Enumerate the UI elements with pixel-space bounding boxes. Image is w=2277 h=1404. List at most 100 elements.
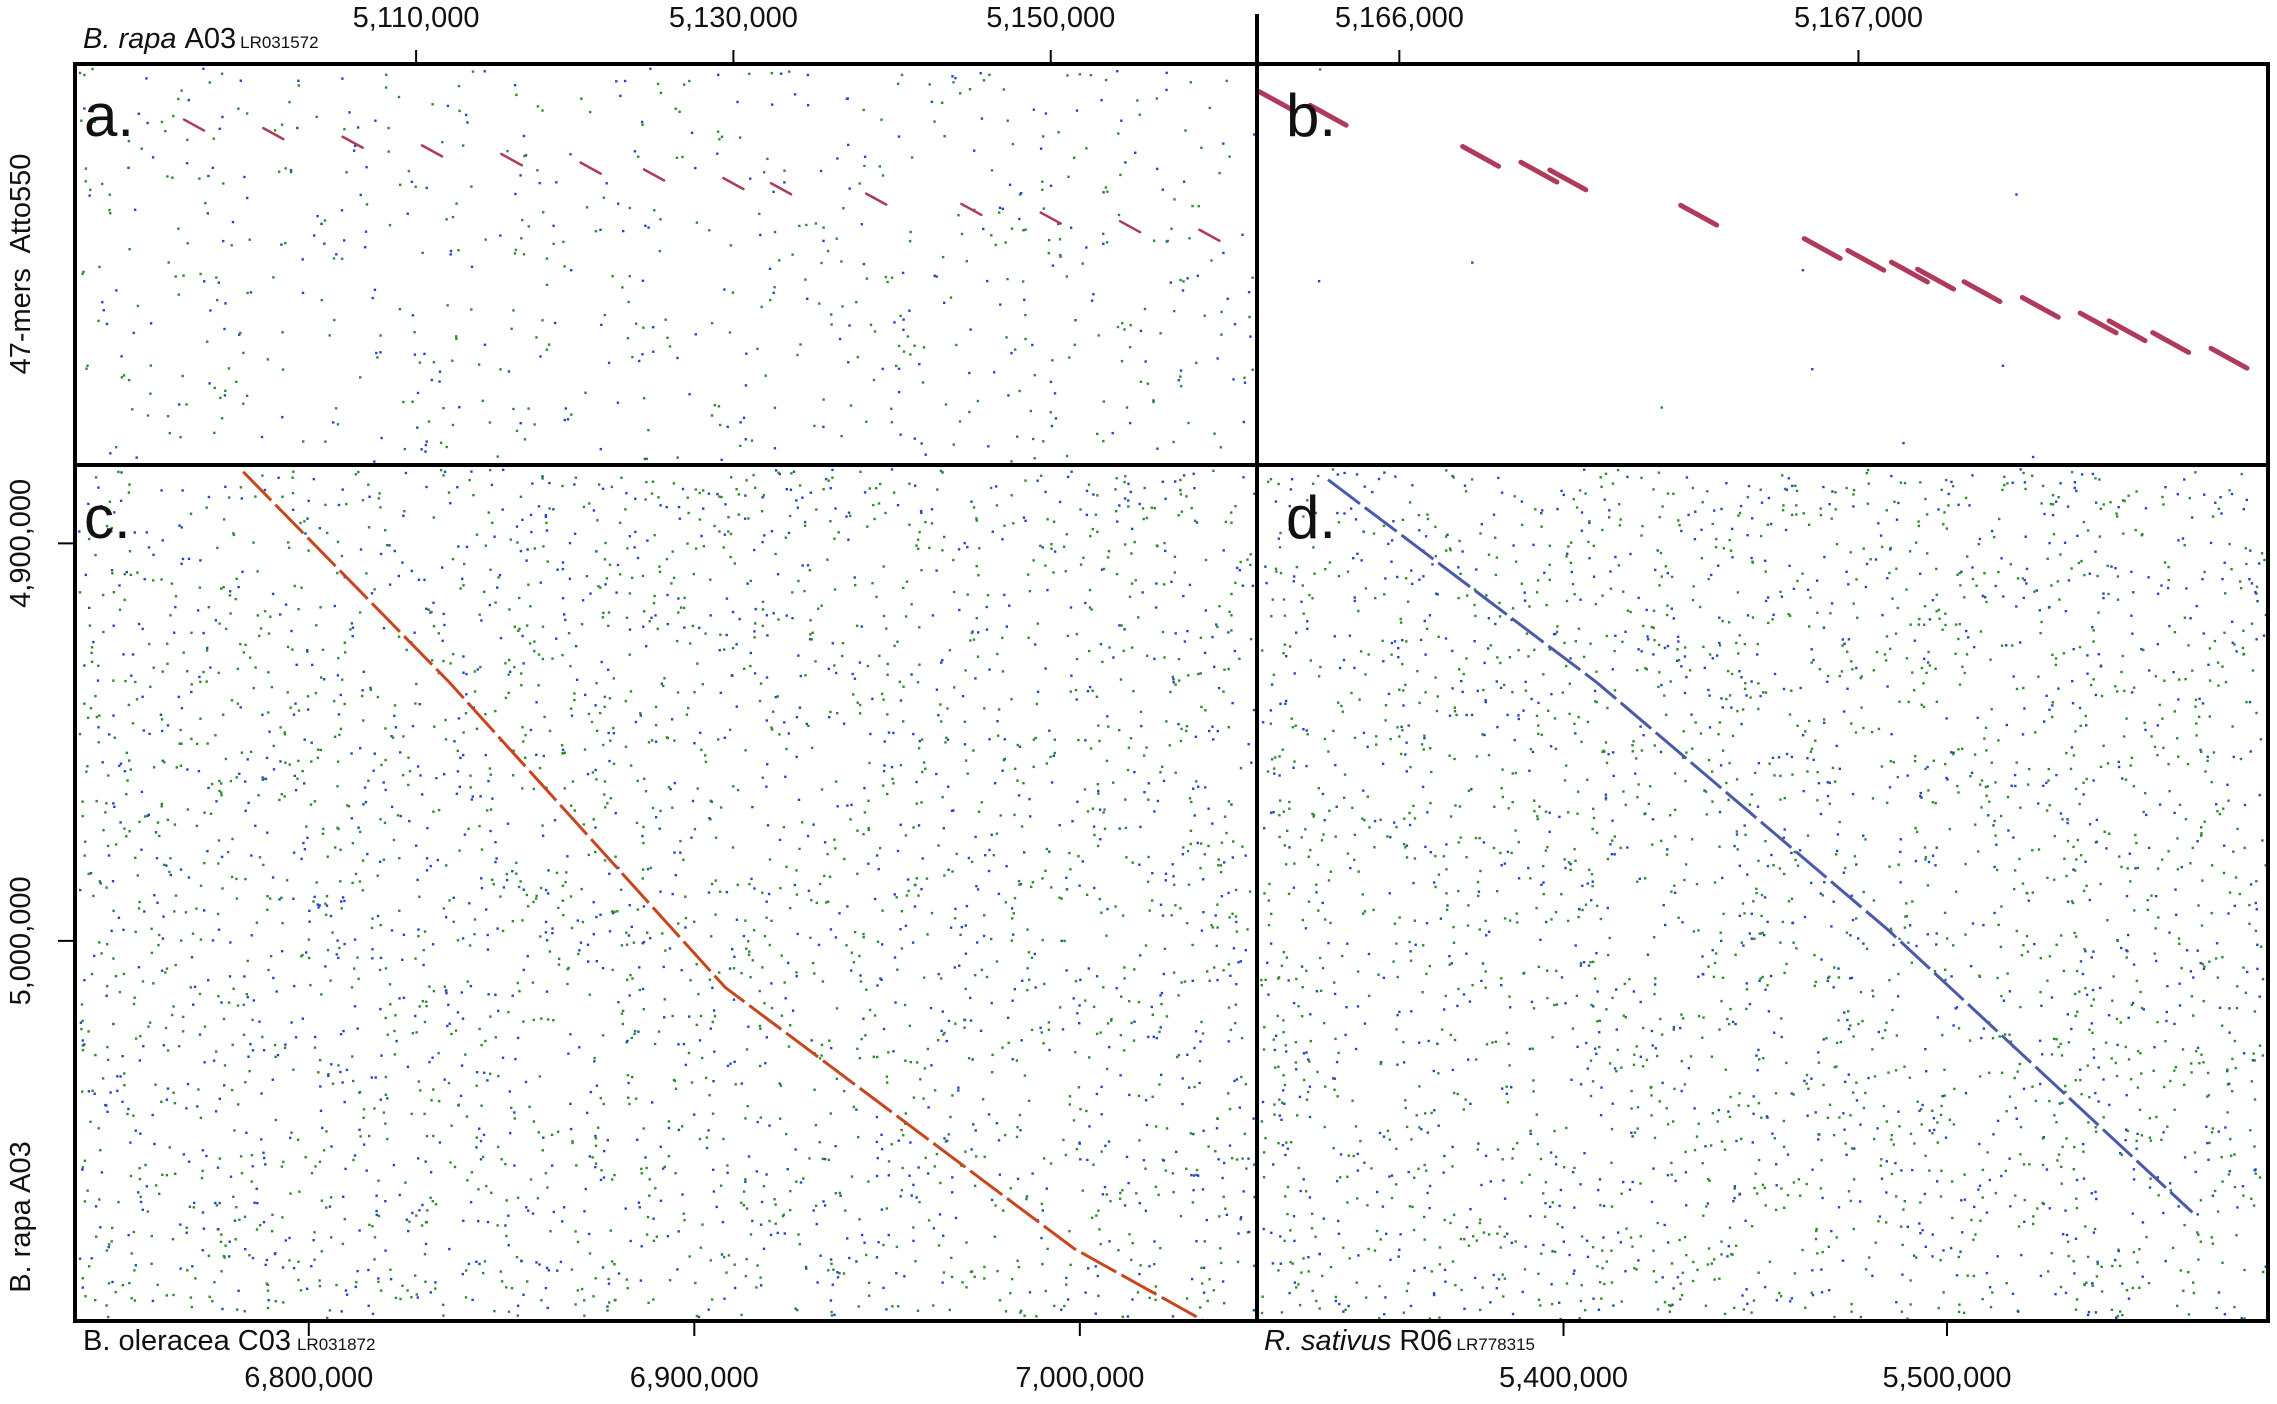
- noise-dot: [698, 1137, 702, 1141]
- noise-dot: [269, 615, 272, 618]
- noise-dot: [1924, 497, 1927, 501]
- noise-dot: [282, 1160, 285, 1164]
- noise-dot: [324, 440, 327, 443]
- noise-dot: [482, 1133, 486, 1137]
- noise-dot: [173, 1102, 177, 1105]
- noise-dot: [798, 847, 801, 851]
- noise-dot: [773, 447, 777, 450]
- noise-dot: [1632, 990, 1636, 993]
- noise-dot: [1116, 325, 1120, 329]
- noise-dot: [468, 944, 472, 947]
- noise-dot: [980, 117, 984, 120]
- noise-dot: [567, 1052, 570, 1055]
- noise-dot: [1019, 1129, 1022, 1132]
- noise-dot: [1077, 855, 1080, 858]
- noise-dot: [83, 979, 86, 982]
- noise-dot: [719, 691, 722, 695]
- noise-dot: [396, 814, 400, 817]
- noise-dot: [897, 135, 901, 138]
- noise-dot: [971, 1058, 974, 1061]
- noise-dot: [203, 909, 206, 912]
- noise-dot: [1516, 921, 1519, 924]
- noise-dot: [821, 980, 825, 983]
- noise-dot: [779, 887, 782, 890]
- noise-dot: [1434, 525, 1437, 529]
- noise-dot: [108, 208, 111, 212]
- noise-dot: [518, 990, 521, 993]
- noise-dot: [2048, 1207, 2051, 1210]
- noise-dot: [2248, 922, 2251, 925]
- noise-dot: [714, 913, 717, 916]
- noise-dot: [1239, 767, 1243, 770]
- noise-dot: [373, 460, 376, 463]
- noise-dot: [102, 630, 105, 634]
- noise-dot: [1847, 1073, 1850, 1076]
- noise-dot: [672, 576, 676, 580]
- noise-dot: [718, 423, 722, 427]
- noise-dot: [625, 1278, 628, 1281]
- noise-dot: [489, 468, 492, 472]
- noise-dot: [1855, 578, 1858, 581]
- noise-dot: [542, 1136, 545, 1139]
- noise-dot: [886, 280, 889, 284]
- noise-dot: [267, 968, 270, 972]
- noise-dot: [1053, 392, 1057, 395]
- noise-dot: [805, 223, 808, 227]
- noise-dot: [654, 1187, 657, 1190]
- noise-dot: [333, 699, 336, 703]
- noise-dot: [490, 483, 494, 487]
- noise-dot: [797, 654, 800, 657]
- noise-dot: [438, 380, 441, 383]
- noise-dot: [1144, 360, 1147, 363]
- noise-dot: [425, 857, 429, 860]
- noise-dot: [722, 546, 725, 549]
- noise-dot: [624, 508, 627, 511]
- noise-dot: [345, 1068, 349, 1072]
- noise-dot: [839, 1194, 842, 1197]
- noise-dot: [507, 1310, 511, 1313]
- noise-dot: [1066, 1298, 1070, 1301]
- noise-dot: [133, 996, 136, 999]
- noise-dot: [968, 88, 972, 91]
- noise-dot: [1543, 1215, 1547, 1218]
- noise-dot: [891, 777, 894, 781]
- noise-dot: [1217, 1158, 1220, 1161]
- noise-dot: [1243, 1132, 1246, 1136]
- noise-dot: [1945, 717, 1948, 720]
- noise-dot: [647, 1301, 650, 1304]
- noise-dot: [310, 1265, 313, 1268]
- noise-dot: [1711, 949, 1714, 952]
- noise-dot: [1105, 1193, 1108, 1196]
- noise-dot: [1572, 498, 1575, 501]
- noise-dot: [513, 1117, 516, 1120]
- noise-dot: [166, 818, 170, 821]
- noise-dot: [790, 472, 793, 475]
- noise-dot: [780, 954, 783, 957]
- noise-dot: [651, 1101, 654, 1104]
- noise-dot: [1068, 1103, 1071, 1106]
- noise-dot: [522, 1020, 525, 1023]
- noise-dot: [78, 530, 81, 533]
- noise-dot: [1123, 628, 1126, 631]
- noise-dot: [277, 170, 281, 173]
- noise-dot: [417, 578, 421, 581]
- noise-dot: [1285, 956, 1289, 959]
- noise-dot: [1436, 695, 1439, 698]
- noise-dot: [1085, 246, 1088, 249]
- noise-dot: [902, 720, 905, 723]
- noise-dot: [958, 608, 961, 612]
- noise-dot: [2019, 468, 2022, 471]
- noise-dot: [1228, 916, 1231, 919]
- noise-dot: [219, 1240, 223, 1244]
- noise-dot: [770, 726, 773, 729]
- noise-dot: [501, 929, 505, 933]
- noise-dot: [1420, 743, 1424, 746]
- noise-dot: [1088, 588, 1092, 592]
- noise-dot: [137, 1191, 140, 1194]
- noise-dot: [1560, 976, 1564, 979]
- noise-dot: [606, 1305, 609, 1308]
- noise-dot: [494, 841, 497, 844]
- noise-dot: [1138, 1202, 1141, 1205]
- noise-dot: [1112, 656, 1115, 659]
- noise-dot: [1822, 485, 1825, 489]
